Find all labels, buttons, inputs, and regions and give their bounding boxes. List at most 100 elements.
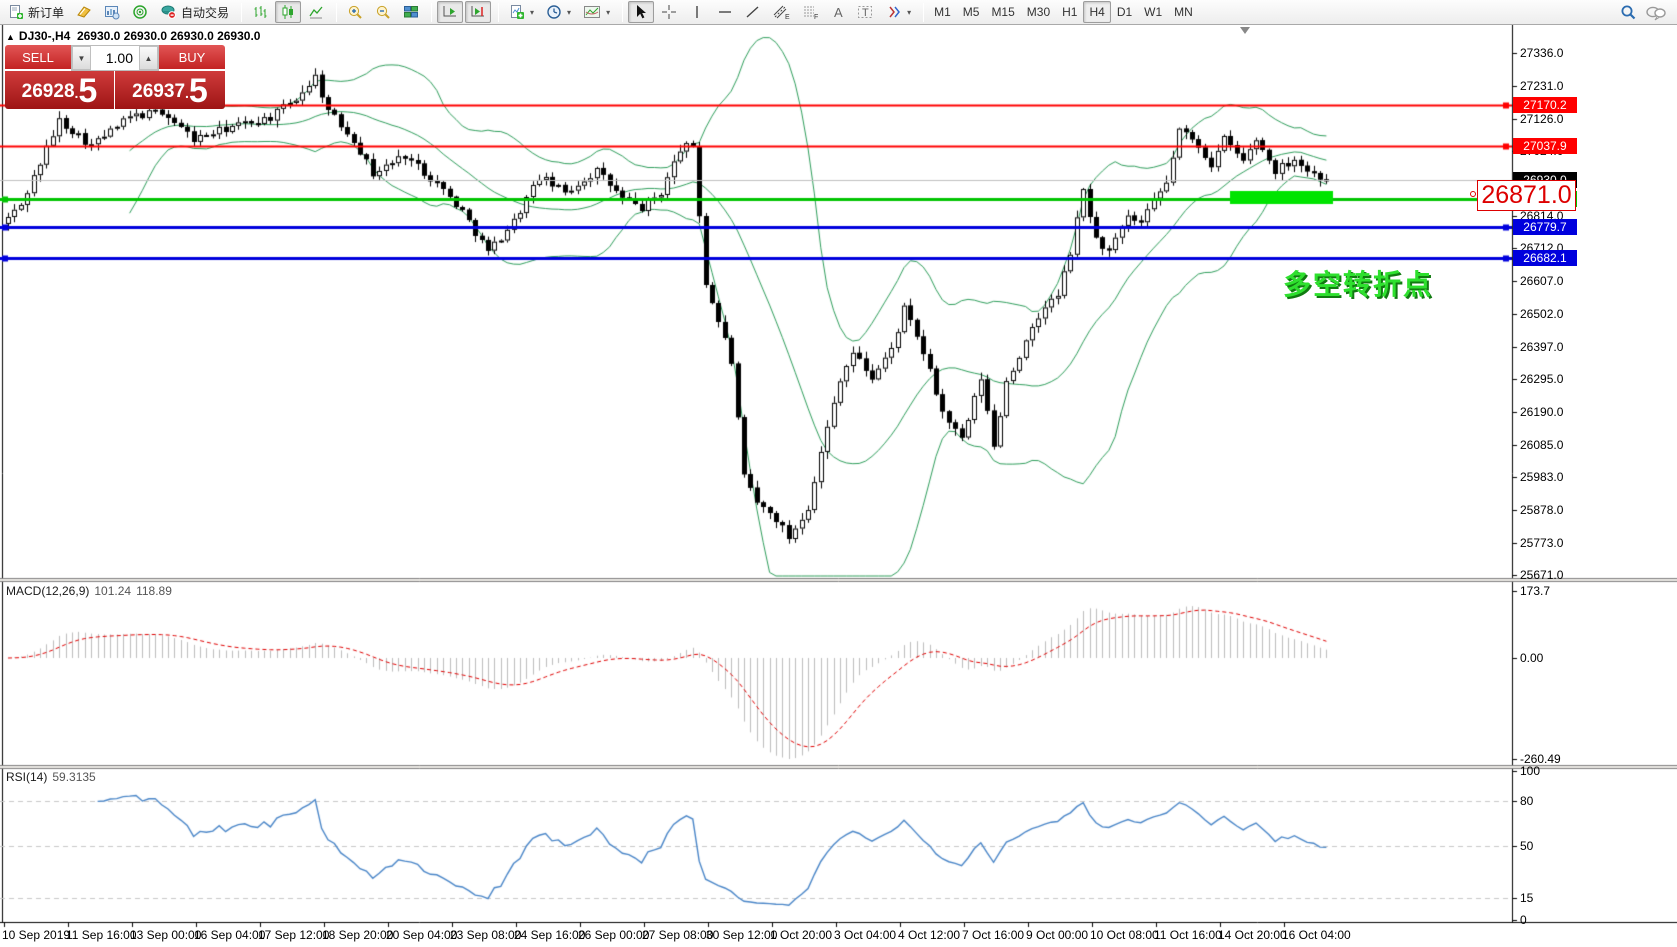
timeframe-h4-button[interactable]: H4: [1083, 1, 1111, 23]
vertical-line-button[interactable]: [684, 1, 710, 23]
trendline-button[interactable]: [740, 1, 766, 23]
sell-price-dot: .: [74, 85, 79, 101]
callout-anchor-dot: [1470, 191, 1476, 197]
hline-price-badge: 27170.2: [1513, 96, 1577, 113]
new-order-button[interactable]: 新订单: [3, 1, 69, 23]
price-tick-label: 25983.0: [1520, 470, 1564, 485]
cursor-button[interactable]: [628, 1, 655, 23]
channel-icon: E: [773, 5, 790, 20]
text-button[interactable]: A: [826, 1, 850, 23]
objects-group: ▾ ▾ ▾: [503, 0, 616, 25]
macd-name: MACD(12,26,9): [6, 584, 90, 598]
auto-scroll-icon: [443, 6, 457, 17]
journal-icon: [77, 6, 91, 18]
timeframe-m15-button[interactable]: M15: [991, 5, 1015, 19]
price-tick-label: 26085.0: [1520, 438, 1564, 453]
search-icon[interactable]: [1620, 4, 1637, 21]
horizontal-line-button[interactable]: [712, 1, 738, 23]
timeframe-m30-button[interactable]: M30: [1026, 5, 1051, 19]
indicators-button[interactable]: ▾: [504, 1, 539, 23]
date-tick-label: 26 Sep 00:00: [578, 928, 650, 942]
sell-price[interactable]: 26928 . 5: [5, 71, 115, 109]
zoom-in-icon: [348, 5, 362, 19]
journal-button[interactable]: [71, 1, 97, 23]
periods-button[interactable]: ▾: [541, 1, 576, 23]
svg-text:E: E: [785, 14, 790, 20]
text-a-icon: A: [834, 5, 843, 20]
market-watch-button[interactable]: [99, 1, 125, 23]
tile-windows-button[interactable]: [398, 1, 424, 23]
date-tick-label: 23 Sep 08:00: [450, 928, 522, 942]
chart-type-group: [246, 0, 330, 25]
volume-stepper: ▼ 1.00 ▲: [71, 45, 159, 71]
chart-window-icon: [105, 6, 120, 20]
signals-button[interactable]: [127, 1, 153, 23]
auto-trading-button[interactable]: 自动交易: [155, 1, 234, 23]
price-tick-label: 25878.0: [1520, 503, 1564, 518]
price-tick-label: 25773.0: [1520, 536, 1564, 551]
templates-button[interactable]: ▾: [578, 1, 615, 23]
text-label-button[interactable]: T: [852, 1, 879, 23]
chart-shift-marker[interactable]: [1240, 27, 1250, 34]
trade-group: 新订单 自动交易: [2, 0, 235, 25]
date-tick-label: 10 Oct 08:00: [1090, 928, 1159, 942]
rsi-tick-label: 100: [1520, 764, 1541, 778]
buy-price[interactable]: 26937 . 5: [115, 71, 225, 109]
sell-price-int: 26928: [21, 81, 75, 102]
tile-windows-icon: [404, 6, 419, 18]
hline-price-badge: 26682.1: [1513, 249, 1577, 266]
candlestick-chart-button[interactable]: [275, 1, 302, 23]
new-order-label: 新订单: [28, 5, 65, 20]
timeframe-h1-button[interactable]: H1: [1062, 5, 1078, 19]
rsi-name: RSI(14): [6, 770, 48, 784]
price-level-callout[interactable]: 26871.0: [1477, 180, 1576, 211]
line-chart-button[interactable]: [303, 1, 329, 23]
macd-tick-label: 0.00: [1520, 651, 1544, 665]
scroll-group: [436, 0, 492, 25]
dropdown-caret: ▾: [530, 7, 535, 17]
fibonacci-icon: F: [804, 6, 818, 20]
one-click-toggle-arrow[interactable]: ▲: [6, 32, 15, 42]
auto-scroll-button[interactable]: [437, 1, 464, 23]
dropdown-caret: ▾: [606, 7, 611, 17]
chat-icon[interactable]: [1645, 4, 1667, 21]
toolbar-separator: [431, 2, 433, 22]
svg-text:A: A: [834, 5, 843, 20]
new-order-icon: [10, 5, 23, 19]
volume-increase-button[interactable]: ▲: [139, 46, 158, 70]
hline-price-badge: 27037.9: [1513, 138, 1577, 155]
volume-input[interactable]: 1.00: [91, 46, 139, 70]
volume-decrease-button[interactable]: ▼: [72, 46, 91, 70]
chart-annotation-text[interactable]: 多空转折点: [1283, 269, 1434, 300]
chart-shift-button[interactable]: [465, 1, 492, 23]
dropdown-caret: ▾: [907, 7, 912, 17]
sell-button[interactable]: SELL: [5, 45, 71, 71]
timeframe-m1-button[interactable]: M1: [934, 5, 951, 19]
dropdown-caret: ▾: [567, 7, 572, 17]
bar-chart-icon: [254, 6, 267, 18]
chart-symbol-period: DJ30-,H4: [18, 29, 71, 43]
fibonacci-button[interactable]: F: [797, 1, 824, 23]
chart-window: ▲ DJ30-,H4 26930.0 26930.0 26930.0 26930.…: [0, 25, 1677, 947]
vertical-line-icon: [696, 6, 698, 18]
timeframe-mn-button[interactable]: MN: [1174, 5, 1193, 19]
cursor-icon: [637, 5, 647, 19]
date-tick-label: 1 Oct 20:00: [770, 928, 833, 942]
date-tick-label: 7 Oct 16:00: [962, 928, 1025, 942]
buy-button[interactable]: BUY: [159, 45, 225, 71]
crosshair-button[interactable]: [656, 1, 682, 23]
price-tick-label: 26502.0: [1520, 307, 1564, 322]
timeframe-m5-button[interactable]: M5: [962, 5, 980, 19]
date-tick-label: 17 Sep 12:00: [258, 928, 330, 942]
buy-price-int: 26937: [132, 81, 186, 102]
arrows-button[interactable]: ▾: [881, 1, 916, 23]
equidistant-channel-button[interactable]: E: [768, 1, 795, 23]
zoom-in-button[interactable]: [342, 1, 368, 23]
date-tick-label: 3 Oct 04:00: [834, 928, 897, 942]
bar-chart-button[interactable]: [247, 1, 273, 23]
main-chart-canvas[interactable]: [0, 25, 1677, 947]
timeframe-d1-button[interactable]: D1: [1116, 5, 1133, 19]
zoom-out-button[interactable]: [370, 1, 396, 23]
timeframe-w1-button[interactable]: W1: [1144, 5, 1163, 19]
